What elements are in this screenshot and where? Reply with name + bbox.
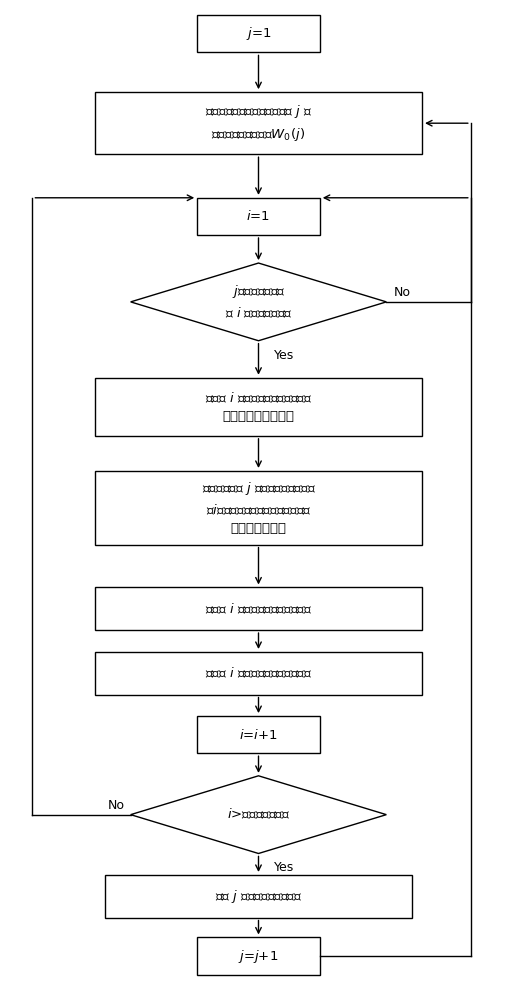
Bar xyxy=(105,875,412,918)
Text: Yes: Yes xyxy=(274,861,294,874)
Bar xyxy=(95,587,422,630)
Text: No: No xyxy=(108,799,125,812)
Text: $j$=1: $j$=1 xyxy=(246,25,271,42)
Bar xyxy=(197,716,320,753)
Text: $i$=1: $i$=1 xyxy=(247,209,270,223)
Bar xyxy=(95,471,422,545)
Text: 计算第 $i$ 机架板形执行机构补偿量: 计算第 $i$ 机架板形执行机构补偿量 xyxy=(205,602,312,616)
Text: $j$位置处带钢到达
第 $i$ 机架轧机入口？: $j$位置处带钢到达 第 $i$ 机架轧机入口？ xyxy=(225,283,292,320)
Text: $i$=$i$+1: $i$=$i$+1 xyxy=(239,728,278,742)
Text: 读取前 $i$ 个机架轧制工艺参数和各
板形调节机构实测值: 读取前 $i$ 个机架轧制工艺参数和各 板形调节机构实测值 xyxy=(205,391,312,423)
Text: 计算长度位置 $j$ 处来料宽度变化量、
第$i$机架轧制工艺参数变化量和板形
执行机构变化量: 计算长度位置 $j$ 处来料宽度变化量、 第$i$机架轧制工艺参数变化量和板形 … xyxy=(202,480,315,535)
Text: $i$>机组机架总数？: $i$>机组机架总数？ xyxy=(227,807,290,822)
Bar xyxy=(95,652,422,695)
Bar xyxy=(197,937,320,975)
Bar xyxy=(95,378,422,436)
Text: 位置 $j$ 处宽度自动控制结束: 位置 $j$ 处宽度自动控制结束 xyxy=(215,888,302,905)
Text: 输出第 $i$ 机架板形执行机构补偿量: 输出第 $i$ 机架板形执行机构补偿量 xyxy=(205,666,312,680)
Bar xyxy=(197,198,320,235)
Bar xyxy=(197,15,320,52)
Polygon shape xyxy=(131,263,386,341)
Polygon shape xyxy=(131,776,386,853)
Text: $j$=$j$+1: $j$=$j$+1 xyxy=(238,948,279,965)
Text: Yes: Yes xyxy=(274,349,294,362)
Text: 读取宽度检测仪当前长度位置 $j$ 处
来料带钢宽度实测值$W_0$($j$): 读取宽度检测仪当前长度位置 $j$ 处 来料带钢宽度实测值$W_0$($j$) xyxy=(205,103,312,143)
Bar xyxy=(95,92,422,154)
Text: No: No xyxy=(394,286,411,299)
